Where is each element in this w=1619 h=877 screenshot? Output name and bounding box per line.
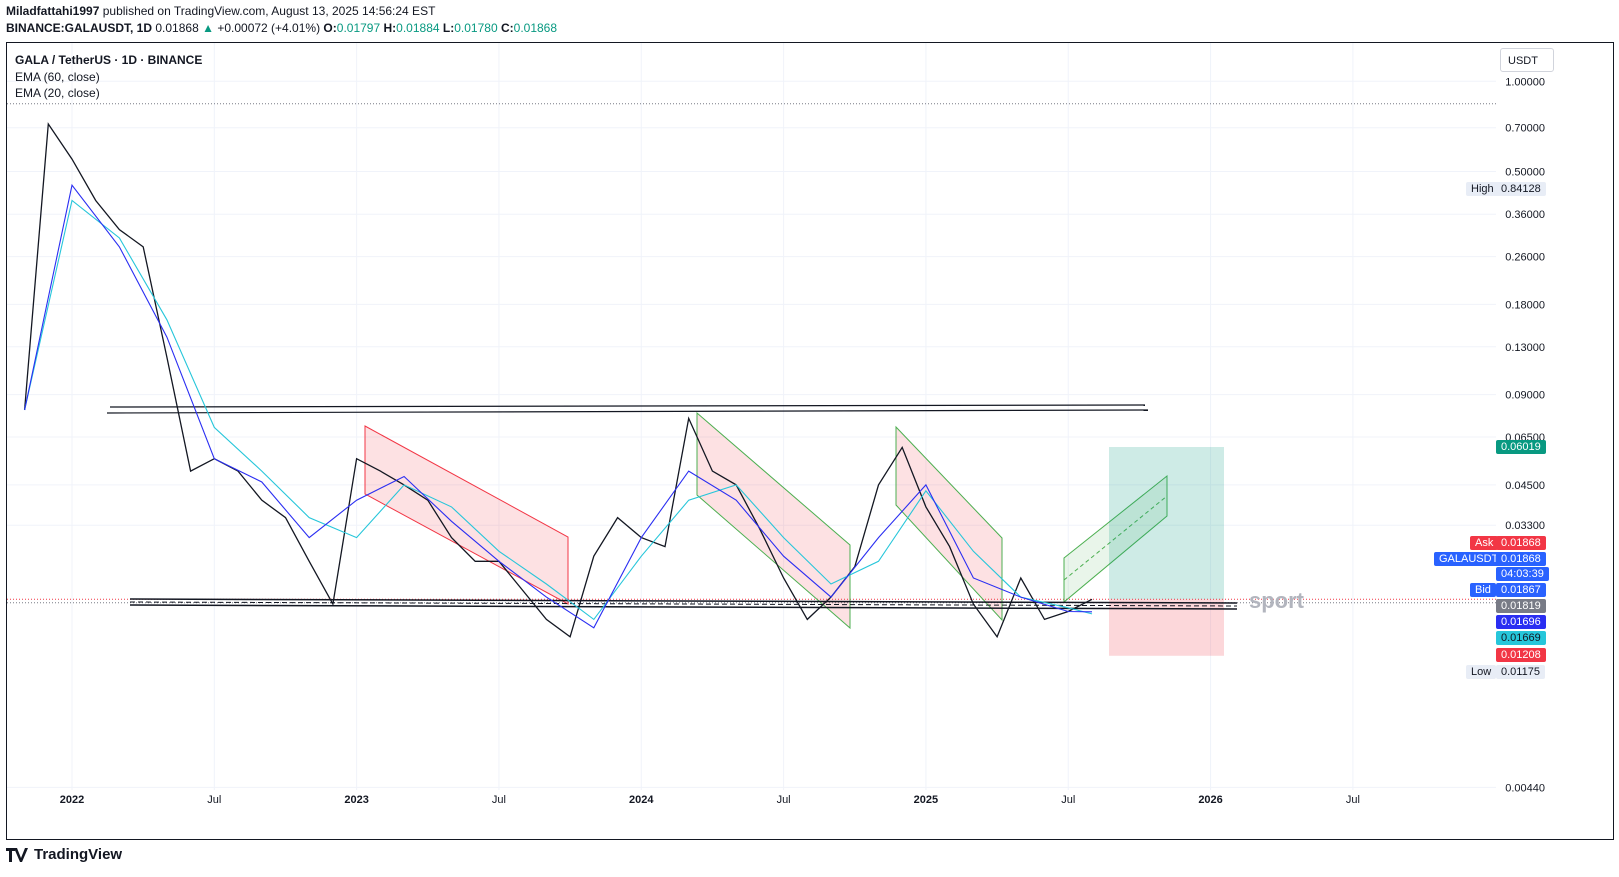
x-tick-label: 2024 [629, 794, 654, 806]
watermark-text: sport [1249, 588, 1304, 613]
y-tick-label: 0.00440 [1505, 782, 1545, 794]
legend-ema20[interactable]: EMA (20, close) [15, 86, 100, 100]
x-tick-label: Jul [1346, 794, 1360, 806]
x-axis-ticks: 2022 Jul 2023 Jul 2024 Jul 2025 Jul 2026 Jul [60, 794, 1360, 806]
price-axis-label: High [1466, 182, 1499, 196]
drawing-shapes [7, 103, 1496, 656]
price-axis-label: 0.01819 [1496, 599, 1546, 613]
price-axis-label: 0.01175 [1496, 665, 1545, 679]
price-axis-label: Low [1466, 665, 1497, 679]
brand-name: TradingView [34, 846, 123, 863]
last-price: 0.01868 [155, 21, 199, 35]
open-value: 0.01797 [336, 21, 381, 35]
down-channel-2024b [895, 425, 1003, 622]
price-axis-label: 0.84128 [1496, 182, 1546, 196]
down-channel-2024a [696, 411, 851, 630]
y-tick-label: 0.36000 [1505, 209, 1545, 221]
price-axis-label: GALAUSDT [1434, 552, 1504, 566]
x-tick-label: 2026 [1198, 794, 1222, 806]
x-tick-label: 2022 [60, 794, 84, 806]
price-axis-label: 0.01868 [1496, 552, 1546, 566]
up-arrow-icon: ▲ [202, 21, 214, 35]
price-axis-label: 0.06019 [1496, 440, 1546, 454]
long-stop-zone [1109, 599, 1224, 656]
y-tick-label: 0.13000 [1505, 342, 1545, 354]
legend-title: GALA / TetherUS · 1D · BINANCE [15, 53, 203, 67]
x-tick-label: Jul [207, 794, 221, 806]
chart-grid [7, 43, 1496, 790]
resistance-line-1 [109, 404, 1146, 408]
price-axis-label: Bid [1470, 583, 1496, 597]
y-tick-label: 0.18000 [1505, 299, 1545, 311]
x-tick-label: Jul [492, 794, 506, 806]
x-tick-label: 2025 [914, 794, 938, 806]
y-axis-ticks: 1.00000 0.70000 0.50000 0.36000 0.26000 0.180… [1505, 76, 1545, 794]
price-axis-label: 04:03:39 [1496, 567, 1549, 581]
publish-header: Miladfattahi1997 published on TradingVie… [6, 4, 435, 18]
high-value: 0.01884 [396, 21, 440, 35]
series-line-price [23, 122, 1093, 639]
low-label: L: [442, 21, 455, 35]
y-tick-label: 0.50000 [1505, 166, 1545, 178]
tradingview-brand[interactable]: TradingView [6, 846, 122, 863]
support-line-2 [129, 604, 1238, 610]
y-tick-label: 1.00000 [1505, 76, 1545, 88]
resistance-line-2 [106, 409, 1149, 414]
price-axis-label: 0.01669 [1496, 631, 1546, 645]
price-axis-label: Ask [1470, 536, 1499, 550]
price-change: +0.00072 (+4.01%) [217, 21, 321, 35]
long-target-zone [1109, 447, 1224, 600]
chart-frame[interactable] [6, 42, 1614, 840]
chart-legend: GALA / TetherUS · 1D · BINANCE EMA (60, … [15, 52, 202, 102]
open-label: O: [323, 21, 337, 35]
y-tick-label: 0.26000 [1505, 252, 1545, 264]
tradingview-logo-icon [6, 847, 28, 862]
currency-box[interactable]: USDT [1500, 48, 1554, 72]
x-tick-label: Jul [777, 794, 791, 806]
y-tick-label: 0.70000 [1505, 123, 1545, 135]
series-line-ema20 [24, 183, 1093, 629]
currency-label: USDT [1508, 55, 1538, 67]
symbol-line: BINANCE:GALAUSDT, 1D [6, 21, 153, 35]
price-axis-label: 0.01696 [1496, 615, 1546, 629]
price-axis-label: 0.01208 [1496, 648, 1546, 662]
publish-info: published on TradingView.com, August 13,… [102, 4, 436, 18]
y-tick-label: 0.03300 [1505, 520, 1545, 532]
up-channel-midline [1063, 495, 1168, 581]
y-tick-label: 0.09000 [1505, 390, 1545, 402]
support-line-1 [129, 598, 1238, 604]
x-tick-label: Jul [1061, 794, 1075, 806]
legend-ema60[interactable]: EMA (60, close) [15, 69, 100, 84]
y-tick-label: 0.04500 [1505, 480, 1545, 492]
symbol-header: BINANCE:GALAUSDT, 1D 0.01868 ▲ +0.00072 … [6, 21, 557, 35]
up-channel-2025 [1063, 474, 1168, 604]
high-label: H: [383, 21, 397, 35]
close-label: C: [500, 21, 514, 35]
price-axis-label: 0.01868 [1496, 536, 1546, 550]
price-series [23, 122, 1093, 639]
support-midline [129, 601, 1238, 607]
price-axis-label: 0.01867 [1496, 583, 1546, 597]
author-name: Miladfattahi1997 [6, 4, 100, 18]
close-value: 0.01868 [513, 21, 558, 35]
x-tick-label: 2023 [344, 794, 368, 806]
down-channel-2023 [364, 425, 569, 605]
low-value: 0.01780 [454, 21, 498, 35]
